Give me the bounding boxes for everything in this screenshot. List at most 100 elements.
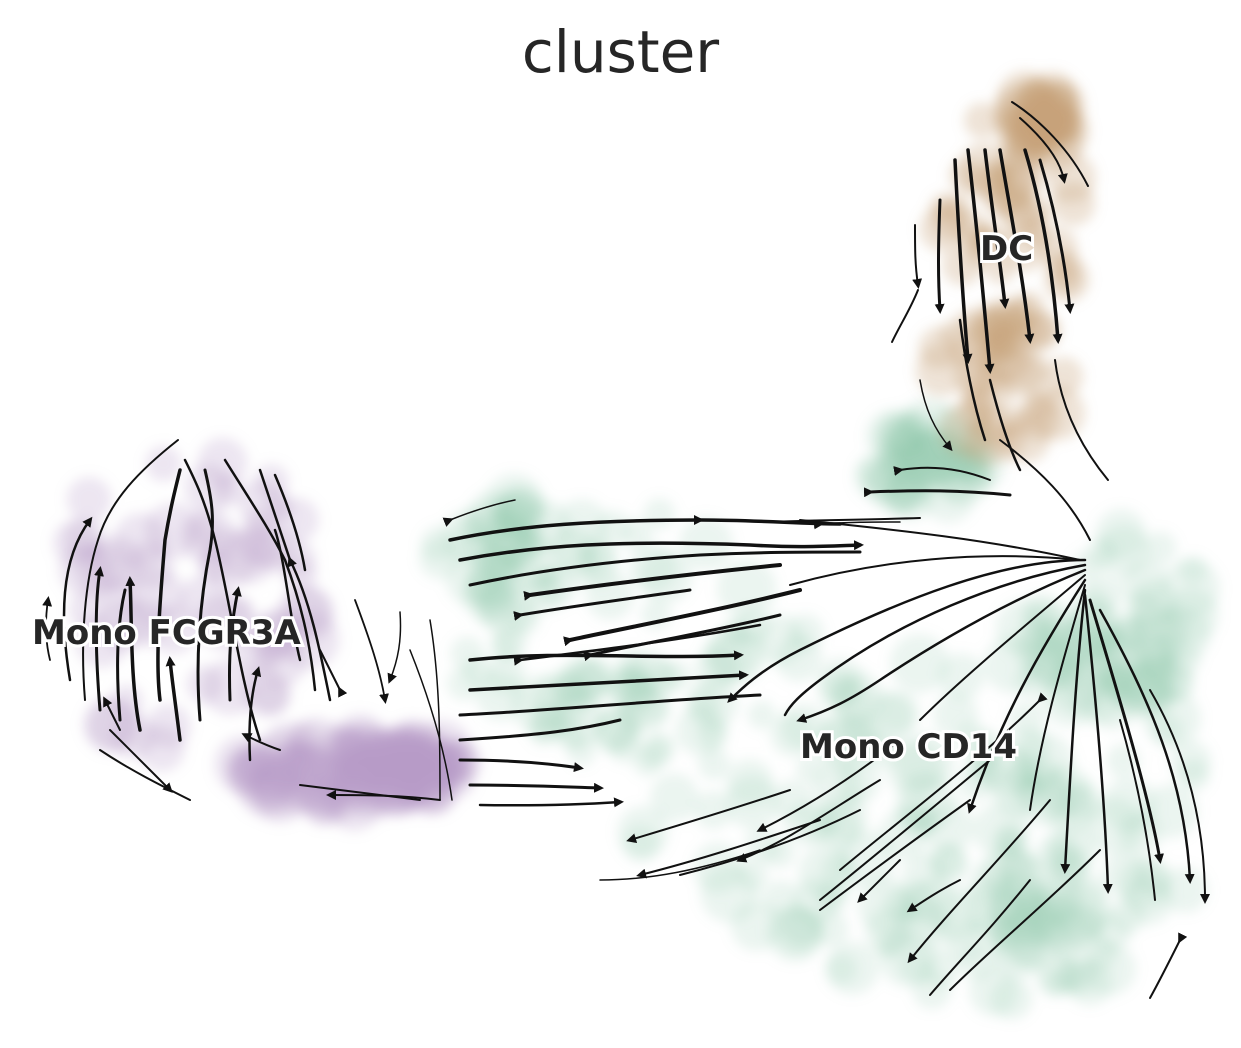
- cell-point: [716, 558, 777, 619]
- streamline: [999, 439, 1091, 541]
- cell-point: [145, 445, 182, 482]
- cell-point: [1043, 356, 1084, 397]
- cell-point: [585, 571, 635, 621]
- streamline: [99, 749, 191, 801]
- streamline: [912, 224, 923, 289]
- cell-point: [283, 586, 332, 635]
- cell-point: [700, 864, 759, 923]
- streamline: [299, 784, 421, 801]
- cell-point: [818, 670, 859, 712]
- cell-point: [962, 418, 1011, 467]
- streamline: [967, 578, 1087, 814]
- cell-point: [938, 653, 985, 700]
- cell-point: [364, 744, 415, 796]
- cell-point: [1007, 701, 1045, 738]
- label-mono-fcgr3a: Mono FCGR3A: [32, 613, 302, 653]
- streamline: [458, 540, 864, 562]
- streamline: [227, 586, 242, 702]
- cell-point: [1083, 942, 1137, 996]
- streamline: [563, 588, 802, 647]
- streamline: [919, 379, 953, 452]
- cell-point: [989, 977, 1033, 1020]
- streamline: [863, 487, 1012, 498]
- streamline: [109, 729, 173, 793]
- cell-point: [783, 907, 821, 946]
- cell-point: [1106, 743, 1141, 778]
- streamline: [998, 148, 1035, 344]
- streamline: [1088, 598, 1164, 864]
- streamline: [906, 879, 961, 913]
- cell-point: [515, 528, 544, 558]
- streamline: [891, 289, 919, 343]
- cell-point: [902, 852, 947, 896]
- cell-point: [803, 807, 839, 843]
- cell-point: [1162, 867, 1209, 913]
- streamline: [1149, 689, 1210, 904]
- cell-point: [1008, 354, 1045, 391]
- streamline: [183, 458, 262, 742]
- streamline: [62, 516, 93, 682]
- streamline: [893, 466, 991, 481]
- streamline: [273, 473, 307, 572]
- cell-point: [1051, 181, 1096, 226]
- streamline: [799, 519, 1081, 561]
- streamline: [125, 576, 142, 732]
- streamline: [468, 650, 744, 662]
- cell-point: [689, 686, 722, 719]
- cell-point: [1178, 759, 1210, 792]
- cell-point: [821, 853, 852, 884]
- streamline: [988, 378, 1022, 472]
- cell-point: [884, 418, 925, 459]
- cell-point: [1053, 938, 1082, 967]
- streamline: [583, 613, 782, 662]
- cell-point: [754, 614, 805, 665]
- cell-point: [555, 499, 609, 552]
- streamline: [919, 574, 1086, 721]
- streamline: [857, 859, 901, 903]
- streamline: [326, 790, 441, 801]
- cell-point: [994, 823, 1024, 852]
- cell-point: [693, 790, 733, 830]
- streamline: [1029, 584, 1086, 811]
- cell-point: [535, 565, 577, 608]
- streamline: [468, 550, 862, 587]
- cell-point: [622, 825, 660, 862]
- cell-point: [529, 717, 559, 746]
- plot-title: cluster: [521, 18, 720, 86]
- cell-point: [146, 703, 192, 749]
- cell-point: [984, 331, 1017, 365]
- cell-point: [1011, 291, 1046, 326]
- streamline: [513, 588, 692, 621]
- cell-point: [1040, 968, 1070, 997]
- cell-point: [620, 519, 653, 551]
- streamline: [82, 439, 179, 701]
- streamline: [907, 799, 1051, 964]
- cell-point: [450, 636, 485, 671]
- streamline: [458, 693, 762, 717]
- cell-point: [1002, 415, 1051, 463]
- streamline: [354, 599, 389, 704]
- cell-point: [650, 773, 699, 822]
- streamline: [934, 198, 945, 314]
- cell-point: [963, 384, 993, 414]
- streamline: [429, 619, 441, 801]
- streamline: [1038, 158, 1075, 314]
- streamline: [783, 563, 1087, 717]
- streamline: [223, 458, 317, 692]
- streamline: [953, 158, 973, 364]
- streamline: [1149, 932, 1188, 999]
- streamline: [116, 588, 127, 722]
- streamline: [983, 148, 1010, 309]
- streamline: [165, 656, 182, 742]
- streamline: [636, 819, 821, 879]
- cell-point: [1129, 578, 1178, 627]
- label-dc: DC: [980, 229, 1033, 269]
- streamline: [319, 649, 348, 698]
- cell-point: [697, 747, 730, 780]
- streamline: [409, 649, 453, 801]
- streamline: [756, 739, 901, 832]
- cell-point: [889, 633, 949, 693]
- streamline: [789, 555, 1081, 586]
- streamline: [1023, 148, 1063, 344]
